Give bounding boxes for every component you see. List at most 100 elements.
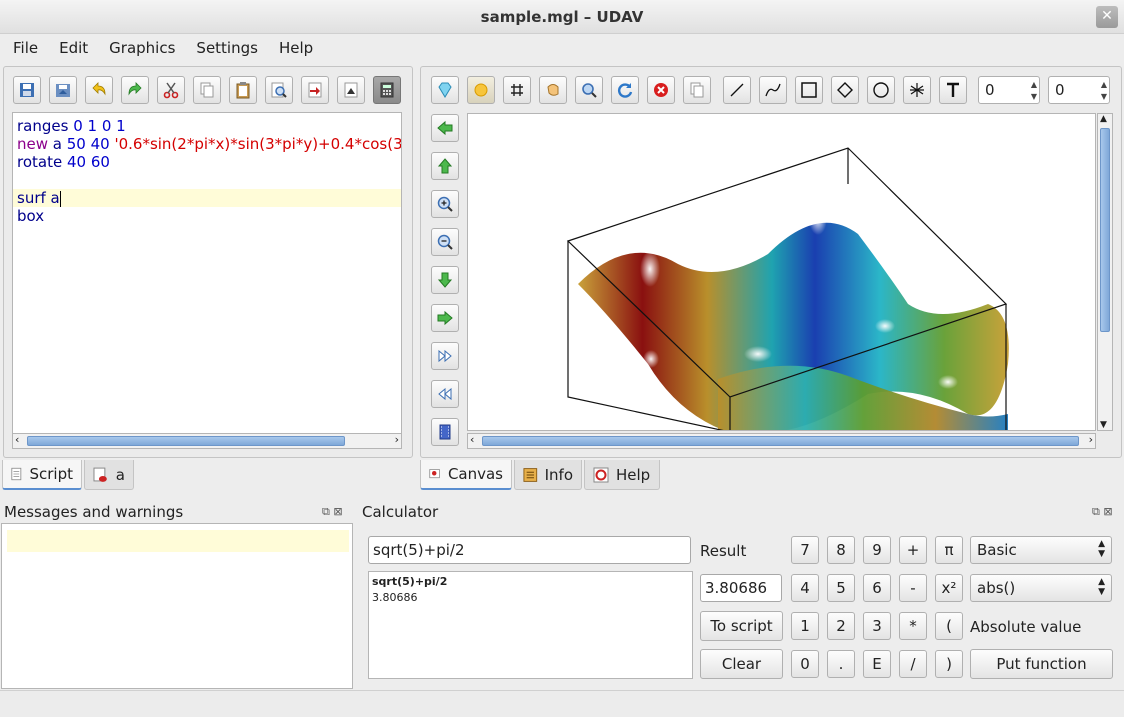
tab-data-a[interactable]: a — [84, 460, 134, 490]
spin-down-icon[interactable]: ▼ — [1030, 92, 1037, 101]
tab-help[interactable]: Help — [584, 460, 660, 490]
draw-text-button[interactable] — [939, 76, 967, 104]
save-as-button[interactable] — [49, 76, 77, 104]
menu-edit[interactable]: Edit — [59, 39, 89, 57]
scroll-left-icon[interactable]: ‹ — [470, 433, 475, 446]
image-button[interactable] — [337, 76, 365, 104]
float-icon[interactable]: ⧉ — [1092, 505, 1100, 518]
editor-line[interactable]: surf a — [13, 189, 401, 207]
close-window-button[interactable]: ✕ — [1096, 6, 1118, 28]
key-1[interactable]: 1 — [791, 612, 819, 640]
float-icon[interactable]: ⧉ — [322, 505, 330, 518]
scroll-left-icon[interactable]: ‹ — [15, 433, 20, 446]
messages-panel[interactable] — [1, 523, 353, 689]
key-8[interactable]: 8 — [827, 536, 855, 564]
key-open-paren[interactable]: ( — [935, 612, 963, 640]
tab-script[interactable]: Script — [2, 460, 82, 490]
result-field[interactable]: 3.80686 — [700, 574, 782, 602]
scroll-down-icon[interactable]: ▼ — [1100, 420, 1107, 430]
scroll-right-icon[interactable]: › — [394, 433, 399, 446]
close-dock-icon[interactable]: ⊠ — [1103, 505, 1113, 518]
to-script-button[interactable]: To script — [700, 611, 783, 641]
plot-canvas[interactable] — [467, 113, 1096, 431]
canvas-vscrollbar[interactable]: ▲ ▼ — [1097, 113, 1113, 431]
menu-file[interactable]: File — [13, 39, 39, 57]
key-divide[interactable]: / — [899, 650, 927, 678]
key-9[interactable]: 9 — [863, 536, 891, 564]
key-plus[interactable]: + — [899, 536, 927, 564]
move-down-button[interactable] — [431, 266, 459, 294]
menu-settings[interactable]: Settings — [196, 39, 258, 57]
key-close-paren[interactable]: ) — [935, 650, 963, 678]
move-right-button[interactable] — [431, 304, 459, 332]
category-select[interactable]: Basic ▲ ▼ — [970, 536, 1112, 564]
spin-down-icon[interactable]: ▼ — [1100, 92, 1107, 101]
animation-button[interactable] — [431, 418, 459, 446]
script-editor[interactable]: ranges 0 1 0 1 new a 50 40 '0.6*sin(2*pi*… — [12, 112, 402, 434]
editor-line[interactable]: new a 50 40 '0.6*sin(2*pi*x)*sin(3*pi*y)… — [13, 135, 401, 153]
scroll-up-icon[interactable]: ▲ — [1100, 114, 1107, 124]
editor-line[interactable] — [13, 171, 401, 189]
canvas-hscrollbar[interactable]: ‹ › — [467, 433, 1096, 449]
zoom-out-button[interactable] — [431, 228, 459, 256]
draw-curve-button[interactable] — [759, 76, 787, 104]
clear-button[interactable]: Clear — [700, 649, 783, 679]
zoom-in-button[interactable] — [431, 190, 459, 218]
grid-toggle[interactable] — [503, 76, 531, 104]
key-4[interactable]: 4 — [791, 574, 819, 602]
phi-spinbox[interactable]: 0 ▲ ▼ — [1048, 76, 1110, 104]
scroll-right-icon[interactable]: › — [1088, 433, 1093, 446]
editor-line[interactable]: box — [13, 207, 401, 225]
put-function-button[interactable]: Put function — [970, 649, 1113, 679]
draw-ellipse-button[interactable] — [867, 76, 895, 104]
calc-history[interactable]: sqrt(5)+pi/2 3.80686 — [368, 571, 693, 679]
teta-spinbox[interactable]: 0 ▲ ▼ — [978, 76, 1040, 104]
tab-canvas[interactable]: Canvas — [420, 460, 512, 490]
key-5[interactable]: 5 — [827, 574, 855, 602]
editor-hscrollbar[interactable]: ‹ › — [12, 433, 402, 449]
function-select[interactable]: abs() ▲ ▼ — [970, 574, 1112, 602]
cut-button[interactable] — [157, 76, 185, 104]
new-button[interactable] — [13, 76, 41, 104]
alpha-toggle[interactable] — [431, 76, 459, 104]
calculator-button[interactable] — [373, 76, 401, 104]
refresh-button[interactable] — [611, 76, 639, 104]
draw-rhomb-button[interactable] — [831, 76, 859, 104]
copy-button[interactable] — [193, 76, 221, 104]
key-7[interactable]: 7 — [791, 536, 819, 564]
key-6[interactable]: 6 — [863, 574, 891, 602]
prev-frame-button[interactable] — [431, 380, 459, 408]
editor-scroll-thumb[interactable] — [27, 436, 345, 446]
tab-info[interactable]: Info — [514, 460, 582, 490]
key-square[interactable]: x² — [935, 574, 963, 602]
move-up-button[interactable] — [431, 152, 459, 180]
next-frame-button[interactable] — [431, 342, 459, 370]
redo-button[interactable] — [121, 76, 149, 104]
close-dock-icon[interactable]: ⊠ — [333, 505, 343, 518]
key-2[interactable]: 2 — [827, 612, 855, 640]
expression-input[interactable]: sqrt(5)+pi/2 — [368, 536, 691, 564]
light-toggle[interactable] — [467, 76, 495, 104]
canvas-vscroll-thumb[interactable] — [1100, 128, 1110, 332]
editor-line[interactable]: ranges 0 1 0 1 — [13, 117, 401, 135]
menu-help[interactable]: Help — [278, 39, 314, 57]
find-button[interactable] — [265, 76, 293, 104]
key-multiply[interactable]: * — [899, 612, 927, 640]
spin-up-icon[interactable]: ▲ — [1030, 80, 1037, 89]
editor-line[interactable]: rotate 40 60 — [13, 153, 401, 171]
key-pi[interactable]: π — [935, 536, 963, 564]
rotate-button[interactable] — [539, 76, 567, 104]
key-minus[interactable]: - — [899, 574, 927, 602]
key-decimal-point[interactable]: . — [827, 650, 855, 678]
canvas-hscroll-thumb[interactable] — [482, 436, 1079, 446]
move-left-button[interactable] — [431, 114, 459, 142]
zoom-button[interactable] — [575, 76, 603, 104]
insert-button[interactable] — [301, 76, 329, 104]
key-0[interactable]: 0 — [791, 650, 819, 678]
menu-graphics[interactable]: Graphics — [109, 39, 176, 57]
undo-button[interactable] — [85, 76, 113, 104]
spin-up-icon[interactable]: ▲ — [1100, 80, 1107, 89]
draw-line-button[interactable] — [723, 76, 751, 104]
stop-button[interactable] — [647, 76, 675, 104]
copy-image-button[interactable] — [683, 76, 711, 104]
